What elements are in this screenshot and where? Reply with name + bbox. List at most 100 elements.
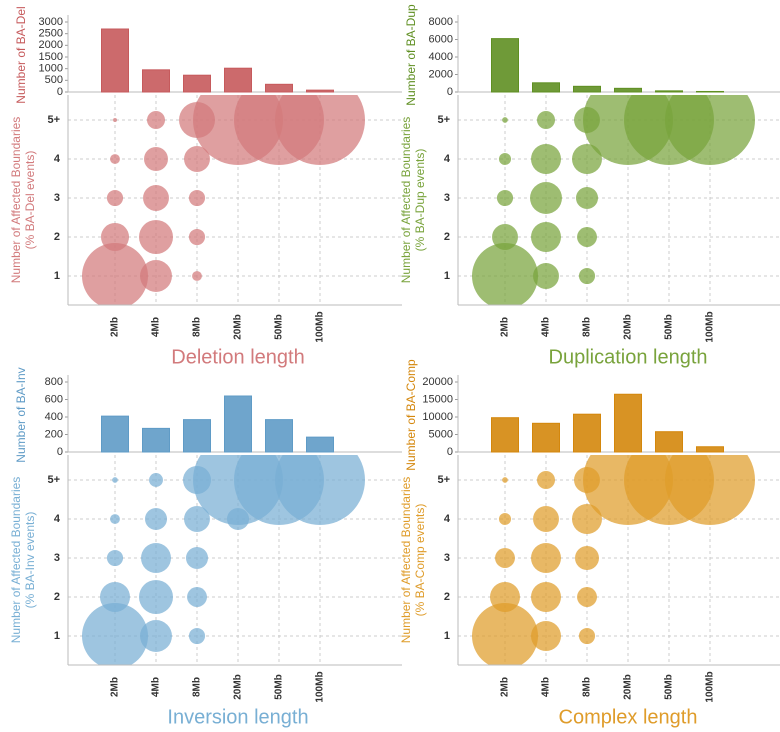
- bubble: [496, 189, 514, 207]
- bubble: [531, 543, 561, 573]
- x-axis-label: Duplication length: [549, 346, 708, 368]
- bar: [306, 89, 334, 93]
- y-tick-label: 6000: [429, 33, 453, 45]
- x-axis-label: Complex length: [559, 706, 698, 728]
- bar: [573, 85, 601, 93]
- y-axis-label: Number of Affected Boundaries: [399, 477, 413, 644]
- y-tick-label: 800: [45, 376, 63, 388]
- bubble: [138, 579, 174, 615]
- y-tick-label: 1: [444, 630, 450, 642]
- y-tick-label: 5+: [437, 474, 450, 486]
- bar: [101, 28, 129, 93]
- y-tick-label: 500: [45, 74, 63, 86]
- x-tick-label: 4Mb: [541, 317, 552, 337]
- bubble: [140, 260, 172, 292]
- x-tick-label: 100Mb: [315, 311, 326, 342]
- x-tick-label: 8Mb: [582, 317, 593, 337]
- bubble: [100, 222, 130, 252]
- bubbles: [472, 455, 755, 665]
- bubble: [138, 219, 174, 255]
- y-axis-label: Number of BA-Dup: [404, 4, 418, 106]
- x-axis-label: Inversion length: [167, 706, 308, 728]
- x-axis-label: Deletion length: [171, 346, 304, 368]
- y-tick-label: 0: [57, 446, 63, 458]
- y-tick-label: 3: [54, 192, 60, 204]
- bubble: [188, 627, 206, 645]
- x-tick-label: 100Mb: [315, 671, 326, 702]
- y-tick-label: 3: [444, 192, 450, 204]
- bubbles: [82, 95, 365, 305]
- y-tick-label: 3000: [39, 16, 63, 28]
- bubble: [502, 117, 508, 123]
- y-axis-label: Number of BA-Comp: [404, 359, 418, 471]
- bubble: [495, 548, 515, 568]
- bubble: [144, 507, 168, 531]
- x-tick-label: 20Mb: [233, 674, 244, 700]
- bar: [183, 74, 211, 93]
- bubble: [578, 627, 596, 645]
- y-axis-label: (% BA-Inv events): [23, 512, 37, 609]
- bubble: [575, 546, 599, 570]
- bubble: [82, 603, 148, 665]
- x-tick-label: 20Mb: [623, 314, 634, 340]
- bubble: [490, 582, 520, 612]
- y-tick-label: 4000: [429, 51, 453, 63]
- bubble: [110, 514, 120, 524]
- bar: [696, 90, 724, 93]
- x-tick-label: 50Mb: [664, 674, 675, 700]
- bar: [101, 415, 129, 453]
- bubble: [106, 189, 124, 207]
- x-tick-label: 20Mb: [233, 314, 244, 340]
- bubble: [665, 455, 755, 525]
- bubble: [472, 603, 538, 665]
- bubbles: [472, 95, 755, 305]
- bubbles: [82, 455, 365, 665]
- bubble: [100, 582, 130, 612]
- bar: [224, 67, 252, 93]
- y-tick-label: 8000: [429, 16, 453, 28]
- x-tick-label: 2Mb: [110, 677, 121, 697]
- bubble: [82, 243, 148, 305]
- y-axis-label: Number of Affected Boundaries: [9, 117, 23, 284]
- bubble: [533, 263, 559, 289]
- bar: [614, 87, 642, 93]
- bar: [491, 38, 519, 93]
- bar: [142, 69, 170, 93]
- y-tick-label: 1000: [39, 63, 63, 75]
- bar: [265, 419, 293, 453]
- x-tick-label: 2Mb: [500, 677, 511, 697]
- y-tick-label: 4: [444, 513, 451, 525]
- bubble: [492, 224, 518, 250]
- x-tick-label: 20Mb: [623, 674, 634, 700]
- bubble: [577, 227, 597, 247]
- y-tick-label: 2500: [39, 28, 63, 40]
- bubble: [578, 267, 596, 285]
- y-tick-label: 5+: [47, 114, 60, 126]
- y-axis-label: (% BA-Dup events): [413, 149, 427, 252]
- bar: [655, 431, 683, 453]
- x-tick-label: 4Mb: [151, 317, 162, 337]
- bubble: [572, 504, 602, 534]
- x-tick-label: 2Mb: [500, 317, 511, 337]
- bubble: [192, 271, 202, 281]
- y-axis-label: (% BA-Del events): [23, 151, 37, 250]
- y-tick-label: 4: [444, 153, 451, 165]
- y-tick-label: 15000: [422, 393, 453, 405]
- bubble: [575, 186, 599, 210]
- x-tick-label: 50Mb: [274, 314, 285, 340]
- bubble: [140, 620, 172, 652]
- bubble: [531, 582, 561, 612]
- x-tick-label: 8Mb: [192, 677, 203, 697]
- bubble: [530, 182, 562, 214]
- bar: [265, 83, 293, 93]
- bubble: [112, 117, 118, 123]
- bubble: [184, 506, 210, 532]
- bar: [224, 395, 252, 453]
- bubble: [533, 506, 559, 532]
- bar: [573, 413, 601, 453]
- bubble: [275, 95, 365, 165]
- bar: [532, 82, 560, 93]
- y-tick-label: 4: [54, 513, 61, 525]
- x-tick-label: 50Mb: [664, 314, 675, 340]
- x-tick-label: 4Mb: [541, 677, 552, 697]
